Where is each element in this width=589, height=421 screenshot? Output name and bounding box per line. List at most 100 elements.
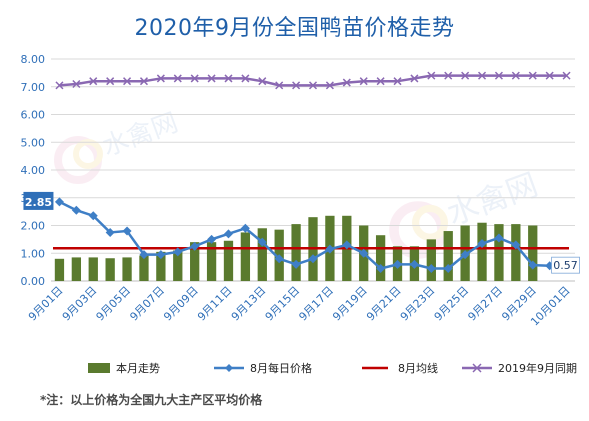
- marker-2019: [528, 71, 537, 80]
- marker-august: [426, 264, 436, 274]
- bar: [511, 224, 521, 281]
- legend-marker-x: [472, 363, 482, 373]
- bar: [240, 232, 251, 281]
- bar: [139, 255, 149, 281]
- bar: [291, 224, 301, 281]
- x-tick-label: 9月25日: [432, 284, 472, 324]
- marker-august: [240, 223, 250, 233]
- marker-august: [376, 264, 386, 274]
- marker-2019: [444, 71, 453, 80]
- marker-2019: [461, 71, 470, 80]
- marker-2019: [308, 81, 318, 90]
- marker-2019: [511, 71, 520, 80]
- x-tick-label: 9月21日: [364, 284, 404, 324]
- marker-august: [173, 247, 183, 257]
- marker-august: [342, 240, 352, 250]
- marker-2019: [173, 74, 182, 83]
- marker-august: [511, 240, 521, 250]
- y-tick-label: 5.00: [21, 136, 46, 149]
- marker-august: [291, 259, 301, 269]
- x-tick-label: 9月05日: [94, 284, 134, 324]
- marker-2019: [156, 74, 165, 83]
- marker-2019: [393, 77, 402, 86]
- marker-august: [105, 227, 115, 237]
- marker-august: [122, 226, 132, 236]
- marker-august: [207, 234, 217, 244]
- marker-2019: [106, 77, 115, 86]
- marker-2019: [478, 71, 487, 80]
- bar: [528, 225, 538, 281]
- watermark-text: 水禽网: [442, 167, 542, 233]
- marker-august: [88, 211, 98, 221]
- marker-2019: [275, 81, 284, 90]
- marker-2019: [562, 71, 571, 80]
- y-tick-label: 8.00: [21, 53, 46, 66]
- data-label-box: [551, 256, 580, 274]
- x-tick-label: 9月01日: [26, 284, 66, 324]
- legend-swatch-bar: [88, 363, 110, 373]
- marker-2019: [89, 77, 98, 86]
- x-tick-label: 9月11日: [195, 284, 235, 324]
- marker-august: [190, 241, 200, 251]
- marker-2019: [292, 81, 301, 90]
- marker-august: [359, 248, 369, 258]
- bar: [88, 257, 98, 281]
- marker-2019: [123, 77, 132, 86]
- marker-2019: [139, 77, 148, 86]
- bar: [105, 258, 115, 281]
- bar: [443, 231, 453, 281]
- y-tick-label: 7.00: [21, 81, 46, 94]
- legend-label: 8月每日价格: [250, 361, 312, 375]
- marker-august: [409, 259, 419, 269]
- data-label-box: [23, 191, 54, 210]
- marker-august: [139, 250, 149, 260]
- marker-august: [460, 250, 470, 260]
- y-tick-label: 1.00: [21, 247, 46, 260]
- marker-august: [274, 254, 284, 264]
- marker-august: [156, 250, 166, 260]
- footnote: *注：以上价格为全国九大主产区平均价格: [40, 393, 263, 407]
- x-tick-label: 9月15日: [263, 284, 303, 324]
- marker-2019: [359, 77, 368, 86]
- bar: [122, 257, 132, 281]
- bar: [173, 250, 183, 281]
- x-tick-label: 9月07日: [127, 284, 167, 324]
- data-label: 0.57: [553, 259, 578, 272]
- marker-august: [54, 197, 64, 207]
- marker-2019: [258, 77, 267, 86]
- marker-2019: [427, 71, 436, 80]
- chart-title: 2020年9月份全国鸭苗价格走势: [134, 16, 455, 41]
- x-tick-label: 9月23日: [398, 284, 438, 324]
- watermark-logo-left: 水禽网: [54, 108, 182, 184]
- bar: [206, 242, 217, 281]
- legend-marker-diamond: [225, 364, 233, 372]
- x-tick-label: 9月17日: [296, 284, 336, 324]
- x-tick-label: 9月13日: [229, 284, 269, 324]
- marker-2019: [207, 74, 216, 83]
- marker-august: [494, 233, 504, 243]
- legend-label: 本月走势: [116, 361, 160, 375]
- bar: [257, 228, 267, 281]
- bar: [71, 257, 82, 281]
- bar: [375, 235, 386, 281]
- bar: [54, 258, 65, 281]
- marker-august: [223, 229, 233, 239]
- marker-august: [443, 264, 453, 274]
- legend-label: 8月均线: [398, 361, 438, 375]
- bar: [426, 239, 436, 281]
- bar: [190, 242, 200, 281]
- bar: [223, 240, 234, 281]
- marker-2019: [342, 78, 351, 87]
- series-line-2019: [59, 74, 567, 87]
- bar: [156, 251, 166, 281]
- marker-august: [257, 237, 267, 247]
- marker-august: [393, 259, 403, 269]
- y-tick-label: 4.00: [21, 164, 46, 177]
- y-tick-label: 2.00: [21, 220, 46, 233]
- watermark-text: 水禽网: [98, 108, 182, 163]
- legend-label: 2019年9月同期: [498, 361, 577, 375]
- marker-august: [477, 239, 487, 249]
- marker-2019: [494, 71, 503, 80]
- y-tick-label: 0.00: [21, 275, 46, 288]
